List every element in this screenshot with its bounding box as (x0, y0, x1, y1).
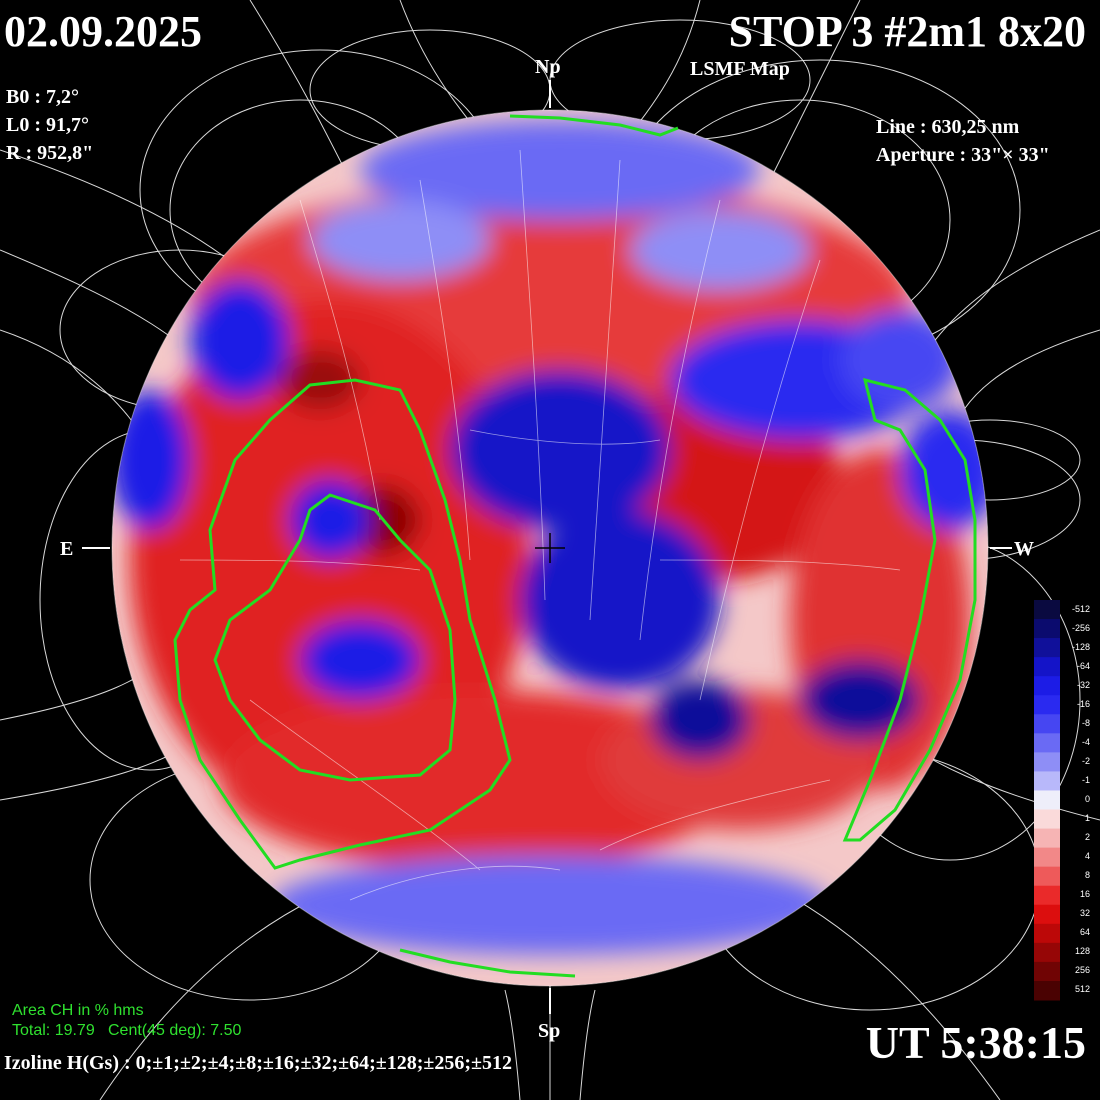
scale-label: -8 (1081, 717, 1090, 728)
scale-label: 8 (1084, 870, 1090, 881)
north-pole-label: Np (535, 56, 561, 78)
scale-swatch (1034, 790, 1060, 811)
scale-swatch (1034, 714, 1060, 734)
scale-swatch (1034, 619, 1060, 639)
scale-label: 64 (1079, 927, 1090, 938)
south-pole-label: Sp (538, 1020, 561, 1042)
west-label: W (1014, 538, 1034, 560)
coronal-hole-east-inner (213, 493, 457, 782)
scale-swatch (1034, 676, 1060, 696)
scale-swatch (1034, 828, 1060, 849)
param-line: Line : 630,25 nm (876, 116, 1020, 138)
scale-swatch (1034, 695, 1060, 715)
scale-label: 512 (1074, 984, 1090, 995)
scale-swatch (1034, 980, 1060, 1001)
instrument-title: STOP 3 #2m1 8x20 (728, 7, 1086, 56)
scale-swatch (1034, 885, 1060, 906)
map-subtitle: LSMF Map (690, 58, 790, 80)
scale-label: -16 (1076, 698, 1090, 709)
scale-swatch (1034, 733, 1060, 753)
disk-center-cross (535, 533, 565, 563)
scale-label: -64 (1076, 660, 1090, 671)
coronal-hole-east (173, 378, 512, 870)
ut-time: UT 5:38:15 (865, 1017, 1086, 1068)
scale-label: 1 (1084, 813, 1090, 824)
scale-swatch (1034, 923, 1060, 944)
param-b0: B0 : 7,2° (6, 86, 79, 108)
scale-swatch (1034, 771, 1060, 791)
color-scale-bar (1034, 600, 1060, 1001)
scale-label: 16 (1079, 889, 1090, 900)
ch-area-heading: Area CH in % hms (12, 1002, 144, 1019)
scale-swatch (1034, 866, 1060, 887)
izoline-levels: Izoline H(Gs) : 0;±1;±2;±4;±8;±16;±32;±6… (4, 1052, 513, 1074)
scale-label: -512 (1071, 603, 1090, 614)
scale-label: 128 (1074, 946, 1090, 957)
scale-label: -32 (1076, 679, 1090, 690)
scale-label: -1 (1081, 774, 1090, 785)
scale-swatch (1034, 942, 1060, 963)
scale-swatch (1034, 638, 1060, 658)
ch-area-central: Cent(45 deg): 7.50 (108, 1022, 242, 1039)
param-aperture: Aperture : 33"× 33" (876, 144, 1050, 166)
orientation-ticks (82, 80, 1012, 1014)
scale-label: -2 (1081, 755, 1090, 766)
scale-label: 256 (1074, 965, 1090, 976)
scale-swatch (1034, 904, 1060, 925)
scale-swatch (1034, 600, 1060, 620)
scale-label: 32 (1079, 908, 1090, 919)
param-l0: L0 : 91,7° (6, 114, 89, 136)
observation-date: 02.09.2025 (4, 7, 202, 56)
coronal-hole-contours (173, 114, 977, 978)
scale-label: 0 (1084, 794, 1090, 804)
scale-swatch (1034, 961, 1060, 982)
param-radius: R : 952,8" (6, 142, 94, 164)
scale-swatch (1034, 657, 1060, 677)
coronal-hole-south (399, 948, 576, 978)
coronal-hole-north (509, 114, 679, 137)
scale-label: -256 (1071, 622, 1090, 633)
scale-swatch (1034, 809, 1060, 830)
scale-label: 4 (1084, 851, 1090, 862)
scale-label: -128 (1071, 641, 1090, 652)
scale-label: -4 (1081, 736, 1090, 747)
east-label: E (60, 538, 74, 560)
scale-label: 2 (1084, 832, 1090, 843)
scale-swatch (1034, 847, 1060, 868)
coronal-hole-west (842, 377, 977, 842)
ch-area-total: Total: 19.79 (12, 1022, 95, 1039)
scale-swatch (1034, 752, 1060, 772)
